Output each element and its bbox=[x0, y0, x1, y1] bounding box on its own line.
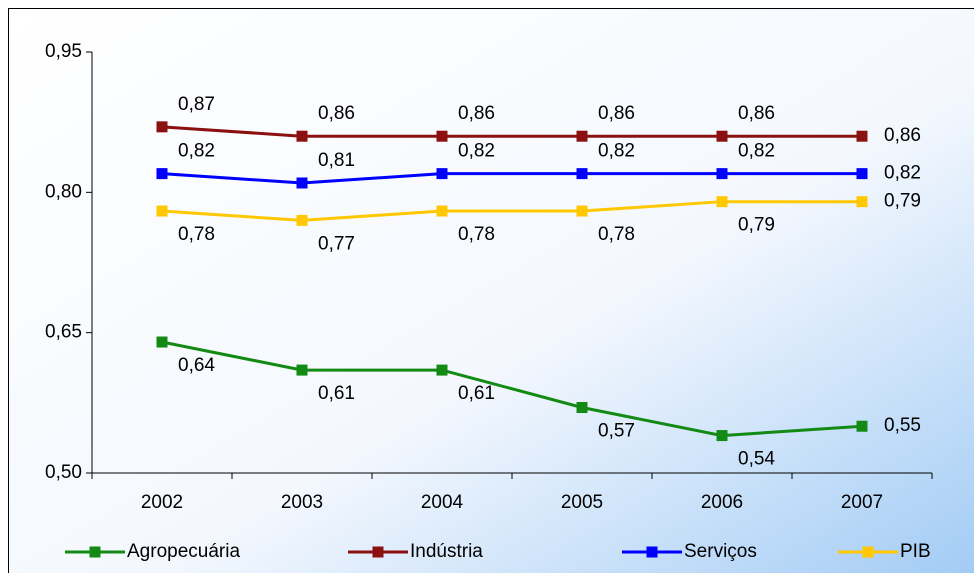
marker bbox=[576, 130, 588, 142]
y-tick-label: 0,95 bbox=[45, 41, 82, 62]
x-tick-label: 2002 bbox=[141, 492, 183, 513]
data-label: 0,54 bbox=[738, 449, 775, 470]
marker bbox=[296, 177, 308, 189]
marker bbox=[156, 336, 168, 348]
data-label: 0,86 bbox=[884, 125, 921, 146]
y-tick-label: 0,50 bbox=[45, 462, 82, 483]
marker bbox=[576, 168, 588, 180]
x-tick-label: 2003 bbox=[281, 492, 323, 513]
marker bbox=[856, 168, 868, 180]
marker bbox=[856, 196, 868, 208]
data-label: 0,87 bbox=[178, 94, 215, 115]
legend-marker bbox=[372, 546, 384, 558]
data-label: 0,57 bbox=[598, 421, 635, 442]
y-tick-label: 0,65 bbox=[45, 322, 82, 343]
data-label: 0,78 bbox=[178, 224, 215, 245]
marker bbox=[716, 196, 728, 208]
legend-label: Agropecuária bbox=[127, 541, 240, 562]
marker bbox=[296, 130, 308, 142]
marker bbox=[296, 214, 308, 226]
marker bbox=[436, 168, 448, 180]
data-label: 0,78 bbox=[598, 224, 635, 245]
legend-marker bbox=[862, 546, 874, 558]
marker bbox=[296, 364, 308, 376]
marker bbox=[576, 402, 588, 414]
marker bbox=[436, 130, 448, 142]
data-label: 0,78 bbox=[458, 224, 495, 245]
data-label: 0,61 bbox=[458, 383, 495, 404]
x-tick-label: 2005 bbox=[561, 492, 603, 513]
x-tick-label: 2004 bbox=[421, 492, 464, 513]
marker bbox=[576, 205, 588, 217]
series-line bbox=[161, 172, 862, 185]
data-label: 0,82 bbox=[598, 141, 635, 162]
data-label: 0,79 bbox=[738, 215, 775, 236]
data-label: 0,82 bbox=[458, 141, 495, 162]
marker bbox=[156, 205, 168, 217]
marker bbox=[156, 121, 168, 133]
marker bbox=[856, 130, 868, 142]
chart-frame bbox=[8, 8, 974, 573]
legend-marker bbox=[646, 546, 658, 558]
legend-marker bbox=[89, 546, 101, 558]
data-label: 0,86 bbox=[598, 103, 635, 124]
x-tick-label: 2006 bbox=[701, 492, 743, 513]
y-tick-label: 0,80 bbox=[45, 181, 82, 202]
legend-label: Indústria bbox=[410, 541, 483, 562]
data-label: 0,82 bbox=[884, 163, 921, 184]
data-label: 0,61 bbox=[318, 383, 355, 404]
data-label: 0,86 bbox=[738, 103, 775, 124]
series-line bbox=[161, 340, 863, 438]
marker bbox=[436, 205, 448, 217]
series-line bbox=[161, 200, 862, 222]
marker bbox=[856, 420, 868, 432]
legend-label: Serviços bbox=[684, 541, 757, 562]
x-tick-label: 2007 bbox=[841, 492, 883, 513]
marker bbox=[716, 168, 728, 180]
data-label: 0,77 bbox=[318, 233, 355, 254]
data-label: 0,64 bbox=[178, 355, 215, 376]
marker bbox=[436, 364, 448, 376]
data-label: 0,86 bbox=[318, 103, 355, 124]
marker bbox=[716, 130, 728, 142]
data-label: 0,79 bbox=[884, 191, 921, 212]
series-line bbox=[161, 125, 862, 138]
data-label: 0,81 bbox=[318, 150, 355, 171]
marker bbox=[716, 430, 728, 442]
legend-label: PIB bbox=[900, 541, 931, 562]
data-label: 0,82 bbox=[178, 141, 215, 162]
data-label: 0,55 bbox=[884, 415, 921, 436]
data-label: 0,82 bbox=[738, 141, 775, 162]
marker bbox=[156, 168, 168, 180]
data-label: 0,86 bbox=[458, 103, 495, 124]
